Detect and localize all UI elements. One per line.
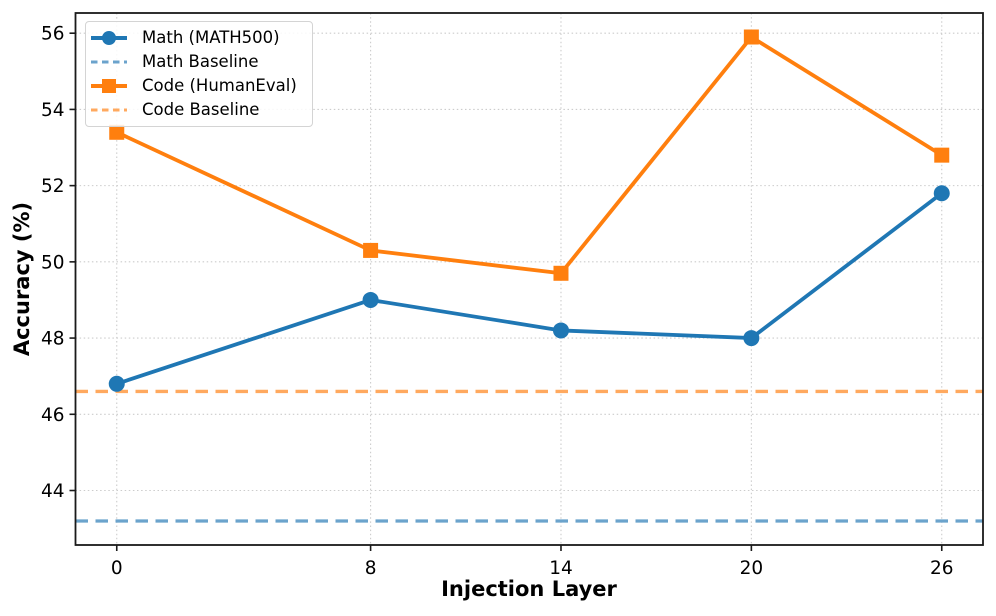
code-marker (553, 265, 569, 281)
y-tick-label: 52 (41, 176, 65, 197)
legend: Math (MATH500) Math Baseline Code (Human… (85, 21, 313, 127)
x-axis-label: Injection Layer (441, 577, 617, 601)
y-tick-label: 50 (41, 252, 65, 273)
math-series-line (116, 191, 943, 386)
legend-item-code: Code (HumanEval) (90, 74, 304, 98)
math-marker (743, 330, 760, 347)
math-line-circle-icon (91, 31, 127, 45)
math-marker (362, 291, 379, 308)
code-marker (109, 124, 125, 140)
math-marker (933, 185, 950, 202)
code-marker (934, 147, 950, 163)
code-line-square-icon (91, 79, 127, 93)
math-marker (108, 375, 125, 392)
legend-label-math-baseline: Math Baseline (142, 51, 259, 71)
code-marker (743, 29, 759, 45)
y-tick-label: 56 (41, 24, 65, 45)
legend-item-math: Math (MATH500) (90, 26, 304, 50)
y-axis-label: Accuracy (%) (10, 201, 34, 357)
code-marker (363, 242, 379, 258)
legend-item-code-baseline: Code Baseline (90, 98, 304, 122)
legend-label-code-baseline: Code Baseline (142, 99, 260, 119)
math-baseline-dash-icon (91, 60, 127, 64)
x-tick-label: 0 (111, 558, 123, 579)
legend-label-code: Code (HumanEval) (142, 75, 297, 95)
legend-item-math-baseline: Math Baseline (90, 50, 304, 74)
y-tick-label: 44 (41, 481, 65, 502)
axis-frame (74, 12, 984, 546)
code-baseline-dash-icon (91, 108, 127, 112)
math-marker (552, 322, 569, 339)
x-tick-label: 8 (365, 558, 377, 579)
x-tick-label: 14 (549, 558, 573, 579)
x-tick-label: 20 (740, 558, 764, 579)
y-tick-label: 46 (41, 405, 65, 426)
y-tick-label: 54 (41, 100, 65, 121)
x-tick-label: 26 (930, 558, 954, 579)
y-tick-label: 48 (41, 329, 65, 350)
legend-label-math: Math (MATH500) (142, 27, 280, 47)
